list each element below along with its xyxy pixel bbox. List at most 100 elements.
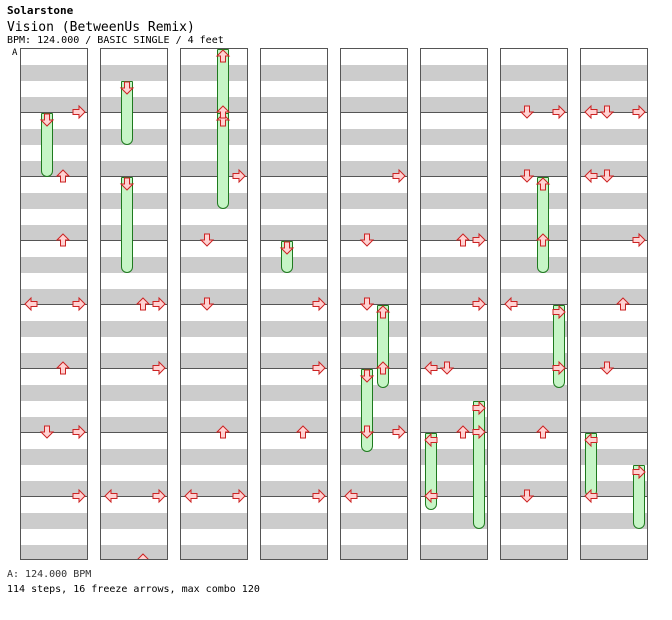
up-arrow-icon: [295, 425, 311, 439]
beat-stripe: [421, 417, 487, 433]
measure-line: [181, 112, 247, 113]
beat-stripe: [341, 161, 407, 177]
beat-stripe: [101, 513, 167, 529]
right-arrow-icon: [392, 424, 406, 440]
down-arrow-icon: [359, 425, 375, 439]
right-arrow-icon: [312, 296, 326, 312]
up-arrow-icon: [375, 305, 391, 319]
measure-line: [21, 368, 87, 369]
beat-stripe: [261, 449, 327, 465]
measure-line: [21, 176, 87, 177]
down-arrow-icon: [359, 297, 375, 311]
beat-stripe: [341, 321, 407, 337]
up-arrow-icon: [455, 425, 471, 439]
beat-stripe: [581, 545, 647, 559]
measure-line: [341, 496, 407, 497]
up-arrow-icon: [455, 233, 471, 247]
beat-stripe: [501, 481, 567, 497]
beat-stripe: [581, 225, 647, 241]
beat-stripe: [501, 193, 567, 209]
beat-stripe: [181, 545, 247, 559]
right-arrow-icon: [472, 424, 486, 440]
measure-line: [101, 432, 167, 433]
beat-stripe: [501, 513, 567, 529]
down-arrow-icon: [519, 169, 535, 183]
chart-column: [20, 48, 88, 560]
beat-stripe: [101, 129, 167, 145]
down-arrow-icon: [199, 297, 215, 311]
beat-stripe: [101, 161, 167, 177]
beat-stripe: [21, 97, 87, 113]
beat-stripe: [101, 449, 167, 465]
measure-line: [501, 304, 567, 305]
beat-stripe: [181, 417, 247, 433]
right-arrow-icon: [472, 232, 486, 248]
beat-stripe: [261, 129, 327, 145]
measure-line: [341, 432, 407, 433]
right-arrow-icon: [152, 296, 166, 312]
beat-stripe: [581, 321, 647, 337]
measure-line: [421, 432, 487, 433]
beat-stripe: [261, 289, 327, 305]
beat-stripe: [21, 449, 87, 465]
measure-line: [181, 304, 247, 305]
measure-line: [101, 176, 167, 177]
beat-stripe: [261, 353, 327, 369]
beat-stripe: [341, 65, 407, 81]
beat-stripe: [101, 257, 167, 273]
freeze-arrow: [217, 113, 229, 209]
measure-line: [181, 496, 247, 497]
beat-stripe: [21, 193, 87, 209]
freeze-arrow: [121, 177, 133, 273]
measure-line: [261, 304, 327, 305]
left-arrow-icon: [424, 432, 438, 448]
chart-column: [580, 48, 648, 560]
measure-line: [421, 112, 487, 113]
left-arrow-icon: [504, 296, 518, 312]
measure-line: [21, 240, 87, 241]
beat-stripe: [261, 257, 327, 273]
up-arrow-icon: [535, 233, 551, 247]
beat-stripe: [181, 65, 247, 81]
up-arrow-icon: [55, 233, 71, 247]
beat-stripe: [341, 513, 407, 529]
up-arrow-icon: [535, 177, 551, 191]
beat-stripe: [341, 129, 407, 145]
beat-stripe: [181, 353, 247, 369]
chart-column: [340, 48, 408, 560]
down-arrow-icon: [519, 105, 535, 119]
beat-stripe: [101, 193, 167, 209]
measure-line: [421, 496, 487, 497]
beat-stripe: [341, 289, 407, 305]
beat-stripe: [261, 385, 327, 401]
beat-stripe: [21, 481, 87, 497]
beat-stripe: [581, 417, 647, 433]
measure-line: [261, 112, 327, 113]
right-arrow-icon: [552, 104, 566, 120]
beat-stripe: [581, 513, 647, 529]
measure-line: [261, 176, 327, 177]
measure-line: [581, 304, 647, 305]
beat-stripe: [21, 321, 87, 337]
beat-stripe: [421, 65, 487, 81]
right-arrow-icon: [472, 400, 486, 416]
measure-line: [581, 240, 647, 241]
beat-stripe: [261, 97, 327, 113]
beat-stripe: [501, 97, 567, 113]
measure-line: [501, 240, 567, 241]
left-arrow-icon: [424, 488, 438, 504]
measure-line: [581, 112, 647, 113]
beat-stripe: [501, 257, 567, 273]
beat-stripe: [581, 353, 647, 369]
right-arrow-icon: [632, 104, 646, 120]
left-arrow-icon: [584, 104, 598, 120]
beat-stripe: [21, 417, 87, 433]
measure-line: [181, 432, 247, 433]
right-arrow-icon: [72, 424, 86, 440]
down-arrow-icon: [359, 369, 375, 383]
beat-stripe: [421, 193, 487, 209]
measure-line: [581, 176, 647, 177]
beat-stripe: [501, 417, 567, 433]
beat-stripe: [21, 385, 87, 401]
measure-line: [101, 112, 167, 113]
